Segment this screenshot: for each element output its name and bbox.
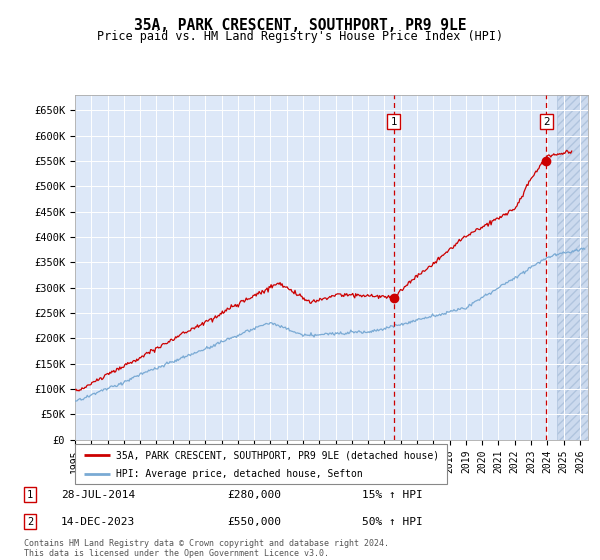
Text: 1: 1 <box>27 490 33 500</box>
Text: 50% ↑ HPI: 50% ↑ HPI <box>362 516 423 526</box>
Text: 15% ↑ HPI: 15% ↑ HPI <box>362 490 423 500</box>
Text: 35A, PARK CRESCENT, SOUTHPORT, PR9 9LE: 35A, PARK CRESCENT, SOUTHPORT, PR9 9LE <box>134 18 466 32</box>
Text: £550,000: £550,000 <box>227 516 281 526</box>
FancyBboxPatch shape <box>75 444 447 484</box>
Text: Price paid vs. HM Land Registry's House Price Index (HPI): Price paid vs. HM Land Registry's House … <box>97 30 503 43</box>
Text: 35A, PARK CRESCENT, SOUTHPORT, PR9 9LE (detached house): 35A, PARK CRESCENT, SOUTHPORT, PR9 9LE (… <box>116 450 439 460</box>
Text: Contains HM Land Registry data © Crown copyright and database right 2024.
This d: Contains HM Land Registry data © Crown c… <box>24 539 389 558</box>
Text: 28-JUL-2014: 28-JUL-2014 <box>61 490 135 500</box>
Text: 2: 2 <box>543 116 550 127</box>
Text: 1: 1 <box>391 116 397 127</box>
Text: 2: 2 <box>27 516 33 526</box>
Text: HPI: Average price, detached house, Sefton: HPI: Average price, detached house, Seft… <box>116 469 362 479</box>
Bar <box>557 95 588 440</box>
Text: 14-DEC-2023: 14-DEC-2023 <box>61 516 135 526</box>
Text: £280,000: £280,000 <box>227 490 281 500</box>
